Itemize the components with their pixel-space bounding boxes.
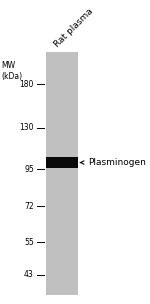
Text: 55: 55 — [24, 238, 34, 247]
Bar — [46, 52, 78, 295]
Text: 180: 180 — [20, 80, 34, 89]
Text: MW
(kDa): MW (kDa) — [2, 61, 23, 81]
Text: 72: 72 — [24, 202, 34, 211]
Bar — [46, 157, 78, 168]
Text: 43: 43 — [24, 270, 34, 279]
Text: Rat plasma: Rat plasma — [52, 7, 94, 49]
Text: 130: 130 — [19, 123, 34, 132]
Text: 95: 95 — [24, 165, 34, 174]
Text: Plasminogen: Plasminogen — [88, 158, 146, 167]
